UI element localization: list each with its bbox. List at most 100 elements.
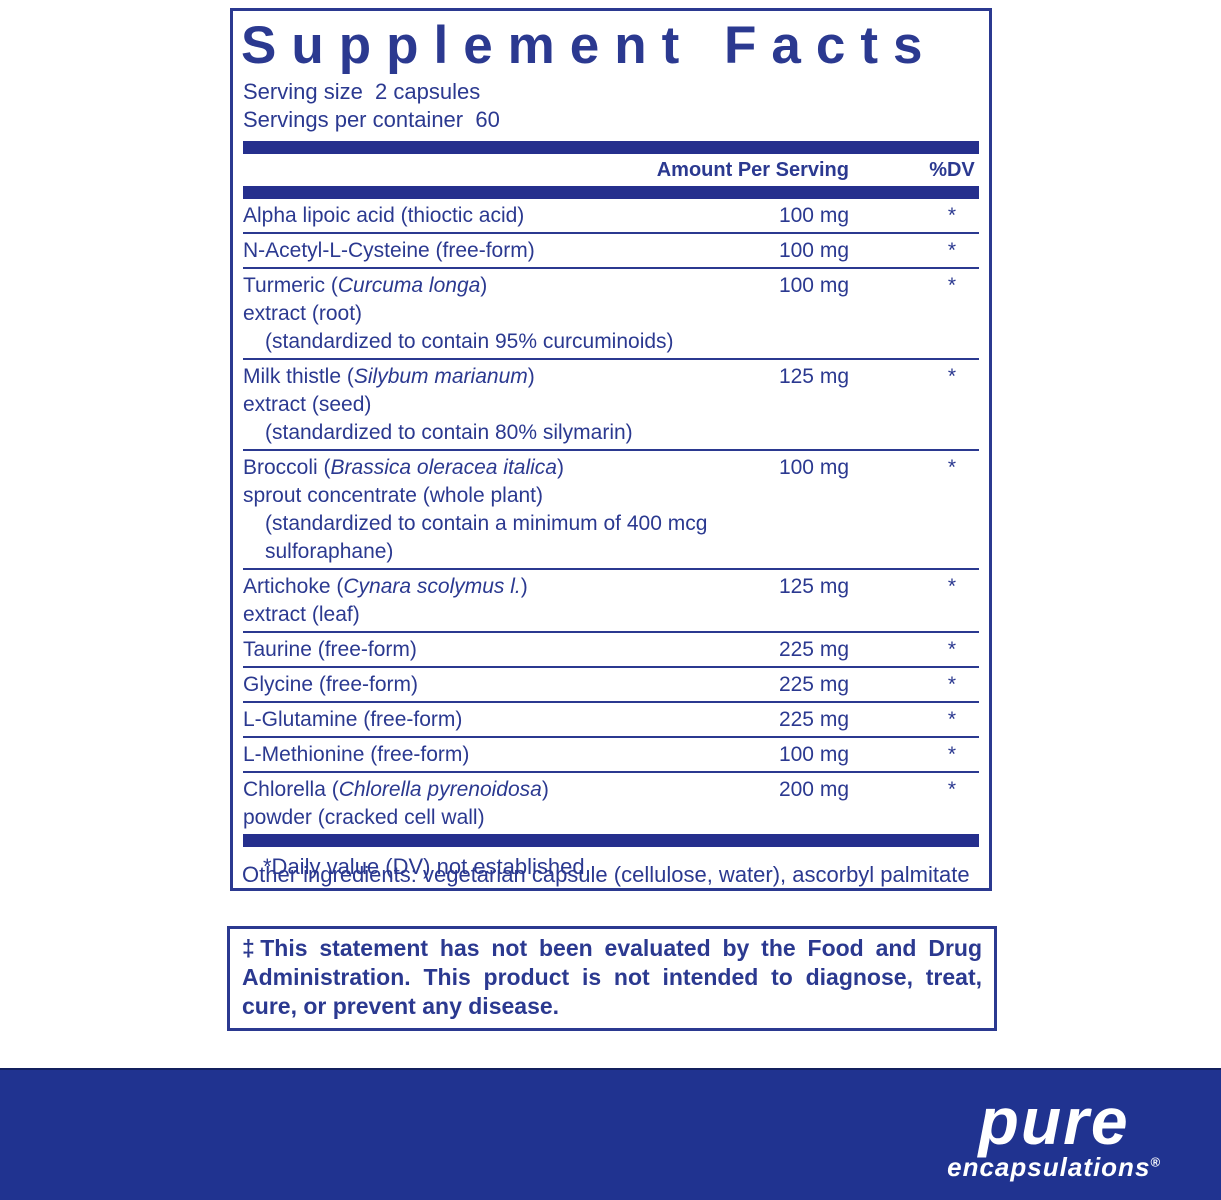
dv-value: * xyxy=(947,778,957,801)
ingredient-name-line: extract (seed) xyxy=(243,391,779,419)
amount-value: 225 mg xyxy=(778,708,849,731)
text-segment: (standardized to contain 80% silymarin) xyxy=(265,421,633,444)
pure-encapsulations-logo: pure encapsulations® xyxy=(947,1088,1161,1183)
text-segment: N-Acetyl-L-Cysteine (free-form) xyxy=(243,239,535,262)
ingredient-name: L-Glutamine (free-form) xyxy=(243,706,779,734)
ingredient-name: L-Methionine (free-form) xyxy=(243,741,779,769)
table-row: Alpha lipoic acid (thioctic acid) 100 mg * xyxy=(243,199,979,234)
text-segment: sprout concentrate (whole plant) xyxy=(243,484,543,507)
table-row: Glycine (free-form) 225 mg * xyxy=(243,668,979,703)
ingredient-name: Taurine (free-form) xyxy=(243,636,779,664)
ingredient-name-line: L-Glutamine (free-form) xyxy=(243,706,779,734)
dv-header: %DV xyxy=(929,159,975,181)
ingredient-name-line: Glycine (free-form) xyxy=(243,671,779,699)
text-segment: ) xyxy=(480,274,488,297)
ingredient-name-line: extract (leaf) xyxy=(243,601,779,629)
text-segment: Chlorella ( xyxy=(243,778,339,801)
ingredient-table: Alpha lipoic acid (thioctic acid) 100 mg *… xyxy=(243,199,979,834)
divider-bar-bottom xyxy=(243,834,979,847)
amount-value: 200 mg xyxy=(778,778,849,801)
ingredient-name-line: L-Methionine (free-form) xyxy=(243,741,779,769)
ingredient-name-line: Chlorella (Chlorella pyrenoidosa) xyxy=(243,776,779,804)
ingredient-name-line: sprout concentrate (whole plant) xyxy=(243,482,779,510)
divider-bar-top xyxy=(243,141,979,154)
text-segment: L-Methionine (free-form) xyxy=(243,743,470,766)
dv-value: * xyxy=(947,575,957,598)
ingredient-name: Milk thistle (Silybum marianum) extract (… xyxy=(243,363,779,447)
ingredient-name-line: (standardized to contain 80% silymarin) xyxy=(243,419,779,447)
dv-footnote: *Daily value (DV) not established xyxy=(263,854,585,879)
latin-name-segment: Brassica oleracea italica xyxy=(330,456,557,479)
table-row: Turmeric (Curcuma longa) extract (root) (s… xyxy=(243,269,979,360)
ingredient-name: Glycine (free-form) xyxy=(243,671,779,699)
latin-name-segment: Curcuma longa xyxy=(337,274,481,297)
dv-value: * xyxy=(947,456,957,479)
panel-title: Supplement Facts xyxy=(241,16,938,75)
supplement-facts-panel: Supplement Facts Serving size 2 capsules… xyxy=(230,8,992,891)
text-segment: ) xyxy=(520,575,528,598)
ingredient-name-line: Alpha lipoic acid (thioctic acid) xyxy=(243,202,779,230)
dv-value: * xyxy=(947,673,957,696)
dv-value: * xyxy=(947,365,957,388)
amount-value: 100 mg xyxy=(778,274,849,297)
dv-value: * xyxy=(947,638,957,661)
logo-wordmark-encapsulations: encapsulations® xyxy=(947,1152,1161,1183)
ingredient-name: Artichoke (Cynara scolymus l.) extract (l… xyxy=(243,573,779,629)
ingredient-name: N-Acetyl-L-Cysteine (free-form) xyxy=(243,237,779,265)
amount-per-serving-header: Amount Per Serving xyxy=(656,159,849,181)
amount-value: 100 mg xyxy=(778,239,849,262)
amount-value: 225 mg xyxy=(778,673,849,696)
amount-value: 125 mg xyxy=(778,575,849,598)
table-row: Milk thistle (Silybum marianum) extract (… xyxy=(243,360,979,451)
text-segment: powder (cracked cell wall) xyxy=(243,806,485,829)
latin-name-segment: Cynara scolymus l. xyxy=(343,575,521,598)
latin-name-segment: Chlorella pyrenoidosa xyxy=(338,778,542,801)
text-segment: ) xyxy=(556,456,564,479)
table-row: Artichoke (Cynara scolymus l.) extract (l… xyxy=(243,570,979,633)
ingredient-name: Chlorella (Chlorella pyrenoidosa) powder … xyxy=(243,776,779,832)
dv-value: * xyxy=(947,743,957,766)
ingredient-name-line: (standardized to contain a minimum of 40… xyxy=(243,510,779,566)
text-segment: Taurine (free-form) xyxy=(243,638,417,661)
ingredient-name-line: Taurine (free-form) xyxy=(243,636,779,664)
text-segment: Turmeric ( xyxy=(243,274,338,297)
servings-per-container-line: Servings per container 60 xyxy=(243,107,500,132)
text-segment: Artichoke ( xyxy=(243,575,344,598)
table-row: N-Acetyl-L-Cysteine (free-form) 100 mg * xyxy=(243,234,979,269)
dv-value: * xyxy=(947,274,957,297)
ingredient-name-line: (standardized to contain 95% curcuminoid… xyxy=(243,328,779,356)
text-segment: Glycine (free-form) xyxy=(243,673,419,696)
registered-trademark-icon: ® xyxy=(1150,1154,1161,1170)
fda-disclaimer-box: ‡This statement has not been evaluated b… xyxy=(227,926,997,1031)
ingredient-name-line: extract (root) xyxy=(243,300,779,328)
text-segment: ) xyxy=(527,365,535,388)
text-segment: Milk thistle ( xyxy=(243,365,354,388)
ingredient-name-line: powder (cracked cell wall) xyxy=(243,804,779,832)
text-segment: extract (leaf) xyxy=(243,603,360,626)
other-ingredients-line: Other ingredients: vegetarian capsule (c… xyxy=(242,862,970,887)
dv-value: * xyxy=(947,204,957,227)
ingredient-name-line: N-Acetyl-L-Cysteine (free-form) xyxy=(243,237,779,265)
table-row: L-Glutamine (free-form) 225 mg * xyxy=(243,703,979,738)
text-segment: extract (root) xyxy=(243,302,363,325)
text-segment: extract (seed) xyxy=(243,393,372,416)
ingredient-name-line: Artichoke (Cynara scolymus l.) xyxy=(243,573,779,601)
brand-band: pure encapsulations® xyxy=(0,1068,1221,1200)
table-row: Broccoli (Brassica oleracea italica) spro… xyxy=(243,451,979,570)
text-segment: ) xyxy=(541,778,549,801)
table-row: L-Methionine (free-form) 100 mg * xyxy=(243,738,979,773)
ingredient-name: Alpha lipoic acid (thioctic acid) xyxy=(243,202,779,230)
ingredient-name: Broccoli (Brassica oleracea italica) spro… xyxy=(243,454,779,566)
dv-value: * xyxy=(947,708,957,731)
text-segment: Alpha lipoic acid (thioctic acid) xyxy=(243,204,525,227)
amount-value: 100 mg xyxy=(778,456,849,479)
amount-value: 100 mg xyxy=(778,204,849,227)
ingredient-name-line: Turmeric (Curcuma longa) xyxy=(243,272,779,300)
text-segment: (standardized to contain 95% curcuminoid… xyxy=(265,330,674,353)
table-row: Chlorella (Chlorella pyrenoidosa) powder … xyxy=(243,773,979,834)
column-header-row: Amount Per Serving %DV xyxy=(243,154,979,186)
logo-wordmark-pure: pure xyxy=(978,1084,1130,1158)
latin-name-segment: Silybum marianum xyxy=(353,365,528,388)
text-segment: Broccoli ( xyxy=(243,456,331,479)
amount-value: 225 mg xyxy=(778,638,849,661)
